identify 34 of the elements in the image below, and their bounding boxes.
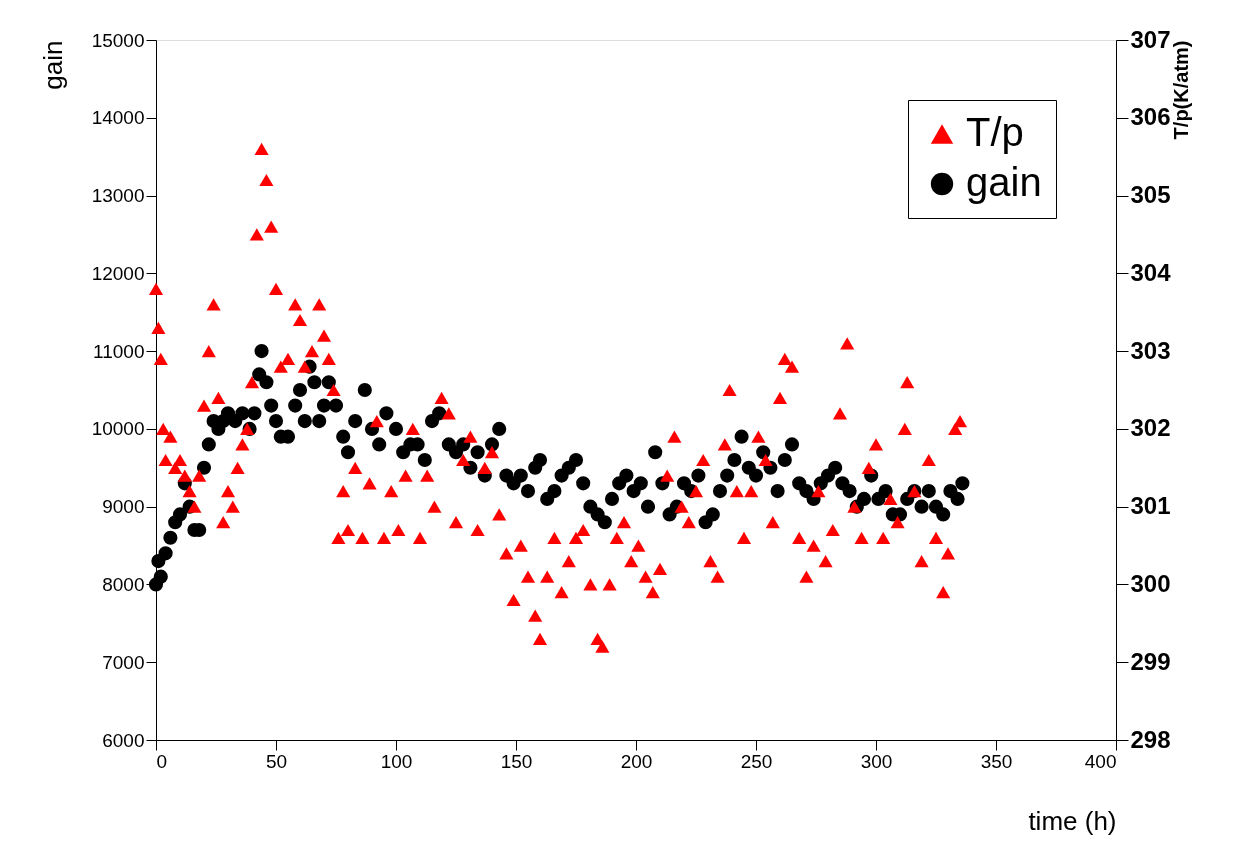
y2-tick-label: 300	[1130, 569, 1171, 597]
y-tick-label: 11000	[93, 340, 145, 362]
y-tick-label: 7000	[102, 651, 145, 673]
y2-tick-label: 301	[1130, 492, 1171, 520]
y-tick-label: 8000	[102, 573, 145, 595]
y-tick-label: 10000	[91, 418, 145, 440]
x-tick-label: 400	[1084, 750, 1117, 772]
x-tick-label: 150	[500, 750, 533, 772]
y2-tick-label: 303	[1130, 336, 1171, 364]
y2-axis-title: T/p(K/atm)	[1169, 40, 1192, 140]
x-tick-label: 100	[380, 750, 413, 772]
y2-tick-label: 305	[1130, 181, 1171, 209]
x-tick-label: 50	[265, 750, 288, 772]
y2-tick-label: 302	[1130, 414, 1171, 442]
y-tick-label: 15000	[91, 29, 145, 51]
legend-label: gain	[966, 160, 1042, 204]
y-axis-title: gain	[37, 40, 68, 90]
y2-tick-label: 299	[1130, 647, 1171, 675]
legend-label: T/p	[966, 110, 1024, 154]
y-tick-label: 12000	[91, 262, 145, 284]
y2-tick-label: 298	[1130, 725, 1171, 753]
y-tick-label: 13000	[91, 185, 145, 207]
x-tick-label: 300	[860, 750, 893, 772]
y2-tick-label: 307	[1130, 25, 1171, 53]
y-tick-label: 6000	[102, 729, 145, 751]
x-tick-label: 0	[156, 750, 168, 772]
y-tick-label: 14000	[91, 107, 145, 129]
x-axis-title: time (h)	[1028, 805, 1117, 836]
x-tick-label: 350	[980, 750, 1013, 772]
y-tick-label: 9000	[102, 496, 145, 518]
y2-tick-label: 306	[1130, 103, 1171, 131]
x-tick-label: 250	[740, 750, 773, 772]
y2-tick-label: 304	[1130, 258, 1172, 286]
x-tick-label: 200	[620, 750, 653, 772]
